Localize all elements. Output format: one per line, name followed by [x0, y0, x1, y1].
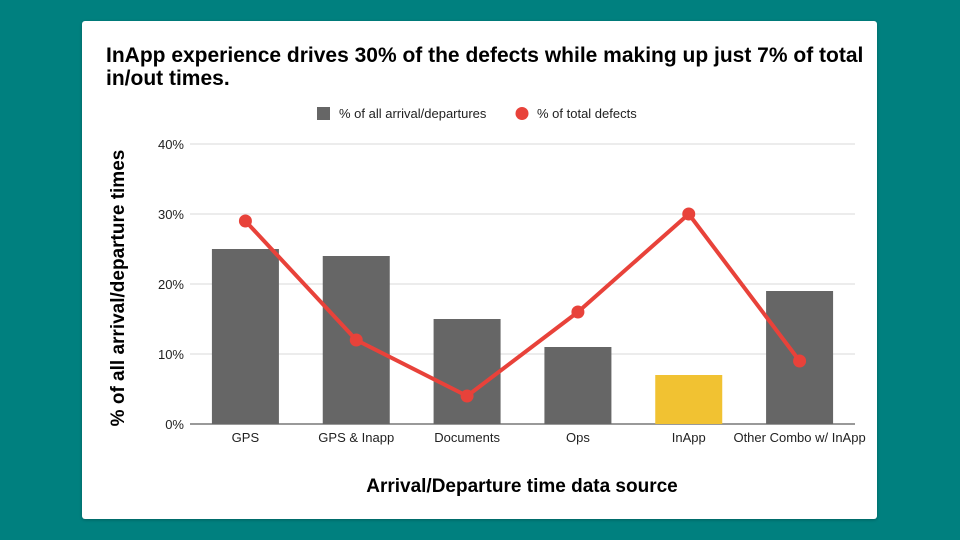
bar-series [211, 249, 834, 424]
legend-swatch-bars [317, 107, 330, 120]
y-tick-labels: 0% 10% 20% 30% 40% [158, 137, 184, 432]
x-tick-label: InApp [672, 430, 706, 445]
line-point [793, 354, 807, 368]
defects-line [243, 212, 802, 398]
y-axis-title: % of all arrival/departure times [108, 150, 129, 427]
line-point [571, 305, 585, 319]
legend-swatch-line [515, 107, 529, 120]
line-point [349, 333, 363, 347]
y-tick-label: 30% [158, 207, 184, 222]
x-axis-title: Arrival/Departure time data source [366, 476, 678, 497]
legend-label-line: % of total defects [537, 106, 637, 121]
line-point [460, 389, 474, 403]
y-tick-label: 0% [165, 417, 184, 432]
x-tick-label: GPS [232, 430, 260, 445]
legend-label-bars: % of all arrival/departures [339, 106, 487, 121]
chart-title: InApp experience drives 30% of the defec… [106, 44, 864, 90]
line-point [682, 207, 696, 221]
line-series [238, 207, 807, 403]
x-tick-label: GPS & Inapp [318, 430, 394, 445]
line-point [238, 214, 252, 228]
legend: % of all arrival/departures % of total d… [317, 106, 637, 121]
x-tick-label: Other Combo w/ InApp [733, 430, 865, 445]
x-tick-labels: GPS GPS & Inapp Documents Ops InApp Other Com… [232, 430, 866, 445]
x-tick-label: Documents [434, 430, 500, 445]
bar [655, 375, 723, 424]
bar [433, 319, 501, 424]
y-tick-label: 40% [158, 137, 184, 152]
y-tick-label: 20% [158, 277, 184, 292]
x-tick-label: Ops [566, 430, 590, 445]
bar [544, 347, 612, 424]
y-tick-label: 10% [158, 347, 184, 362]
bar [211, 249, 279, 424]
gridlines [190, 143, 855, 425]
